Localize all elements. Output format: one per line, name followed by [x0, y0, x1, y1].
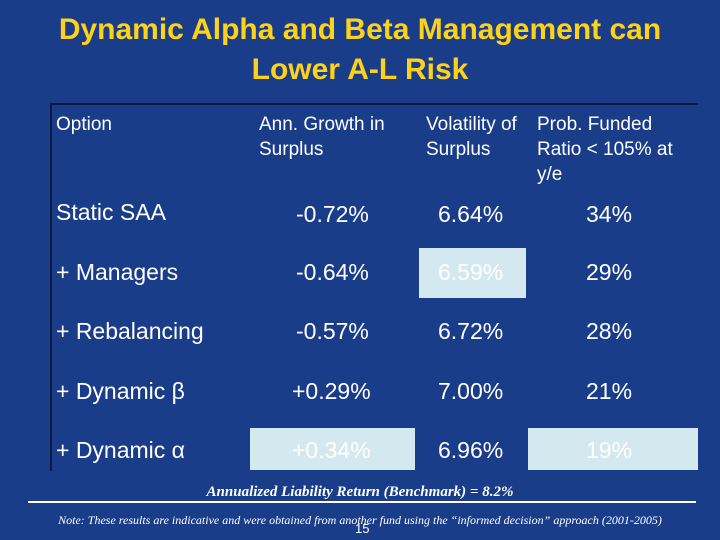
row-3-prob: 28%	[586, 318, 633, 344]
footnote: Note: These results are indicative and w…	[58, 513, 662, 527]
benchmark-note: Annualized Liability Return (Benchmark) …	[206, 484, 514, 500]
header-growth: Ann. Growth in Surplus	[259, 114, 385, 160]
row-4-growth: +0.29%	[292, 378, 371, 404]
footnote-divider	[28, 501, 696, 503]
row-1-volatility: 6.64%	[438, 201, 504, 227]
row-1-prob: 34%	[586, 201, 633, 227]
slide-title: Dynamic Alpha and Beta Management can Lo…	[58, 13, 662, 86]
row-4-prob: 21%	[586, 378, 633, 404]
header-volatility: Volatility of Surplus	[426, 114, 517, 160]
row-2-growth: -0.64%	[296, 259, 369, 285]
row-5-growth: +0.34%	[292, 437, 371, 463]
highlight-best-volatility	[419, 248, 526, 298]
row-2-volatility: 6.59%	[438, 259, 504, 285]
row-3-volatility: 6.72%	[438, 318, 504, 344]
row-5-prob: 19%	[586, 437, 633, 463]
row-4-volatility: 7.00%	[438, 378, 504, 404]
row-3-growth: -0.57%	[296, 318, 369, 344]
row-2-option: + Managers	[56, 259, 179, 285]
row-1-option: Static SAA	[56, 199, 166, 225]
row-4-option: + Dynamic β	[56, 378, 185, 404]
page-number: 15	[355, 521, 370, 536]
header-prob: Prob. Funded Ratio < 105% at y/e	[537, 114, 673, 185]
row-2-prob: 29%	[586, 259, 633, 285]
results-table-frame	[50, 103, 698, 471]
highlight-best-prob	[528, 428, 698, 470]
row-5-volatility: 6.96%	[438, 437, 504, 463]
row-1-growth: -0.72%	[296, 201, 369, 227]
row-3-option: + Rebalancing	[56, 318, 204, 344]
highlight-best-growth	[250, 428, 415, 470]
row-5-option: + Dynamic α	[56, 437, 185, 463]
header-option: Option	[56, 114, 112, 135]
